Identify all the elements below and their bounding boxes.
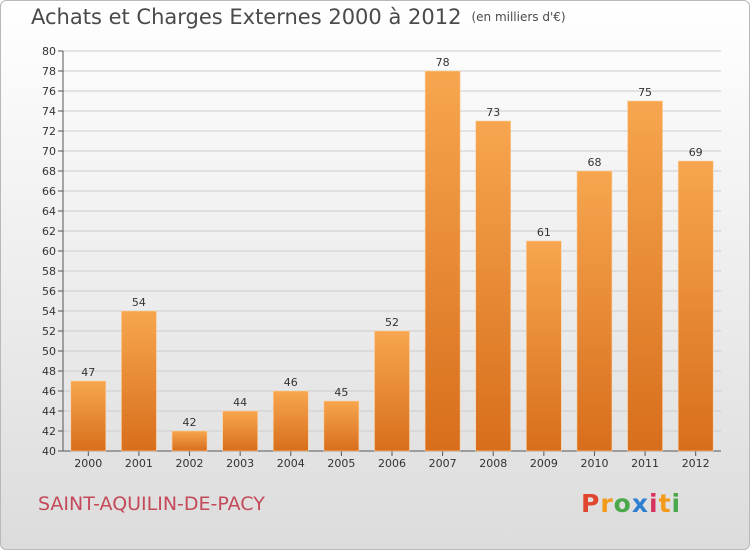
y-tick-label: 74	[42, 105, 56, 118]
value-label-2005: 45	[334, 386, 348, 399]
bar-2011	[627, 100, 663, 452]
value-label-2003: 44	[233, 396, 247, 409]
y-tick-label: 46	[42, 385, 56, 398]
value-label-2007: 78	[436, 56, 450, 69]
logo-letter: i	[671, 489, 682, 518]
bar-2007	[424, 70, 461, 452]
x-tick-label-2008: 2008	[479, 457, 507, 470]
y-tick-label: 66	[42, 185, 56, 198]
logo-letter: o	[613, 489, 632, 518]
value-label-2002: 42	[183, 416, 197, 429]
x-tick-label-2006: 2006	[378, 457, 406, 470]
logo-letter: t	[658, 489, 672, 518]
x-tick-label-2004: 2004	[277, 457, 305, 470]
x-tick-label-2012: 2012	[682, 457, 710, 470]
logo-letter: P	[581, 489, 601, 518]
logo-letter: r	[600, 489, 614, 518]
value-label-2004: 46	[284, 376, 298, 389]
logo-letter: i	[649, 489, 659, 518]
y-tick-label: 40	[42, 445, 56, 458]
bar-2004	[272, 390, 309, 452]
y-tick-label: 54	[42, 305, 56, 318]
y-tick-label: 64	[42, 205, 56, 218]
value-label-2009: 61	[537, 226, 551, 239]
bar-2001	[121, 310, 157, 452]
logo-letter: x	[631, 489, 649, 518]
bar-2008	[475, 120, 512, 452]
title-main: Achats et Charges Externes 2000 à 2012	[31, 5, 462, 29]
y-tick-label: 68	[42, 165, 56, 178]
y-tick-label: 70	[42, 145, 56, 158]
value-label-2012: 69	[689, 146, 703, 159]
x-tick-label-2005: 2005	[327, 457, 355, 470]
y-tick-label: 44	[42, 405, 56, 418]
bar-2010	[576, 170, 613, 452]
y-tick-label: 42	[42, 425, 56, 438]
labels: 47 54 42 44 46 45 52 78 73 61 68 75 69	[81, 56, 702, 429]
proxiti-logo: Proxiti	[581, 489, 681, 518]
y-tick-label: 56	[42, 285, 56, 298]
y-tick-label: 76	[42, 85, 56, 98]
chart-title: Achats et Charges Externes 2000 à 2012 (e…	[31, 5, 566, 29]
bar-2012	[677, 160, 714, 452]
y-tick-label: 72	[42, 125, 56, 138]
x-tick-label-2002: 2002	[176, 457, 204, 470]
x-tick-label-2010: 2010	[580, 457, 608, 470]
bar-2006	[374, 330, 410, 452]
x-tick-label-2009: 2009	[530, 457, 558, 470]
title-unit: (en milliers d'€)	[471, 10, 566, 24]
bar-2005	[323, 400, 360, 452]
bars	[70, 70, 714, 452]
x-tick-label-2007: 2007	[429, 457, 457, 470]
bar-2000	[70, 380, 107, 452]
y-tick-label: 60	[42, 245, 56, 258]
value-label-2008: 73	[486, 106, 500, 119]
x-tick-label-2001: 2001	[125, 457, 153, 470]
bar-2009	[526, 240, 562, 452]
y-tick-label: 62	[42, 225, 56, 238]
y-tick-label: 52	[42, 325, 56, 338]
y-tick-label: 50	[42, 345, 56, 358]
bar-chart: 40 42 44 46 48 50 52 54 56 58 60 62 64 66 68 70 72 74 76 78…	[42, 45, 721, 470]
bar-2003	[222, 410, 258, 452]
y-tick-label: 80	[42, 45, 56, 58]
bar-2002	[171, 430, 208, 452]
x-tick-label-2003: 2003	[226, 457, 254, 470]
value-label-2006: 52	[385, 316, 399, 329]
x-tick-label-2000: 2000	[74, 457, 102, 470]
commune-name: SAINT-AQUILIN-DE-PACY	[38, 493, 265, 515]
y-tick-label: 58	[42, 265, 56, 278]
y-tick-label: 48	[42, 365, 56, 378]
x-tick-label-2011: 2011	[631, 457, 659, 470]
value-label-2010: 68	[587, 156, 601, 169]
y-tick-label: 78	[42, 65, 56, 78]
value-label-2011: 75	[638, 86, 652, 99]
value-label-2001: 54	[132, 296, 146, 309]
value-label-2000: 47	[81, 366, 95, 379]
